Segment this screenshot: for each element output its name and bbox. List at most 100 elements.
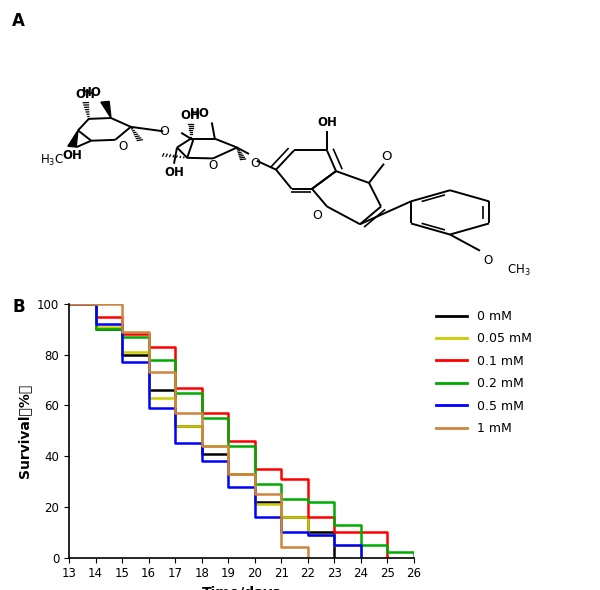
0.2 mM — [358, 542, 365, 549]
0.2 mM — [92, 326, 99, 333]
0.05 mM — [331, 542, 338, 549]
0.5 mM — [198, 440, 205, 447]
0.2 mM — [331, 498, 338, 505]
0.5 mM — [118, 320, 125, 327]
0.1 mM — [304, 476, 311, 483]
0.1 mM — [145, 331, 152, 338]
Line: 0.2 mM: 0.2 mM — [69, 304, 414, 558]
0.05 mM — [145, 394, 152, 401]
0 mM — [118, 351, 125, 358]
0.5 mM — [92, 320, 99, 327]
0.05 mM — [92, 323, 99, 330]
1 mM — [278, 544, 285, 551]
0.05 mM — [198, 442, 205, 450]
0 mM — [65, 300, 73, 307]
0.1 mM — [384, 529, 391, 536]
1 mM — [118, 300, 125, 307]
0.5 mM — [331, 542, 338, 549]
Line: 0.1 mM: 0.1 mM — [69, 304, 388, 558]
1 mM — [145, 369, 152, 376]
0.5 mM — [358, 554, 365, 561]
0.5 mM — [145, 359, 152, 366]
0.5 mM — [172, 440, 179, 447]
1 mM — [304, 554, 311, 561]
0.2 mM — [92, 300, 99, 307]
0.1 mM — [145, 343, 152, 350]
1 mM — [198, 409, 205, 417]
0 mM — [92, 300, 99, 307]
1 mM — [304, 544, 311, 551]
Text: A: A — [12, 12, 25, 30]
1 mM — [172, 369, 179, 376]
0.2 mM — [224, 414, 232, 421]
Text: OH: OH — [62, 149, 82, 162]
1 mM — [278, 491, 285, 498]
0.1 mM — [198, 384, 205, 391]
Text: O: O — [483, 254, 492, 267]
0.1 mM — [92, 300, 99, 307]
0.2 mM — [198, 389, 205, 396]
0.2 mM — [198, 414, 205, 421]
0.05 mM — [172, 422, 179, 429]
Text: OH: OH — [181, 109, 201, 122]
0 mM — [92, 326, 99, 333]
Text: B: B — [12, 298, 25, 316]
0.5 mM — [278, 529, 285, 536]
1 mM — [224, 470, 232, 477]
0.2 mM — [145, 356, 152, 363]
0 mM — [145, 386, 152, 394]
0.05 mM — [251, 501, 259, 508]
Polygon shape — [68, 130, 78, 147]
Line: 0.5 mM: 0.5 mM — [69, 304, 361, 558]
Text: OH: OH — [317, 116, 337, 129]
0.2 mM — [384, 542, 391, 549]
0.2 mM — [304, 498, 311, 505]
0.2 mM — [65, 300, 73, 307]
0.05 mM — [224, 470, 232, 477]
0 mM — [172, 422, 179, 429]
0.5 mM — [224, 483, 232, 490]
Text: H$_3$C: H$_3$C — [40, 152, 64, 168]
0.05 mM — [251, 470, 259, 477]
0 mM — [172, 386, 179, 394]
0.1 mM — [304, 513, 311, 520]
0.05 mM — [198, 422, 205, 429]
1 mM — [224, 442, 232, 450]
0 mM — [224, 470, 232, 477]
1 mM — [65, 300, 73, 307]
0 mM — [304, 529, 311, 536]
0.2 mM — [278, 480, 285, 487]
0.5 mM — [198, 458, 205, 465]
0.05 mM — [118, 323, 125, 330]
0 mM — [118, 326, 125, 333]
0.1 mM — [224, 437, 232, 444]
0.5 mM — [65, 300, 73, 307]
Line: 0.05 mM: 0.05 mM — [69, 304, 361, 558]
0.1 mM — [251, 437, 259, 444]
X-axis label: Time/days: Time/days — [202, 586, 281, 590]
1 mM — [145, 328, 152, 335]
1 mM — [172, 409, 179, 417]
0.05 mM — [278, 501, 285, 508]
0.05 mM — [92, 300, 99, 307]
0 mM — [198, 422, 205, 429]
0 mM — [198, 450, 205, 457]
0 mM — [278, 513, 285, 520]
0.2 mM — [410, 554, 418, 561]
Line: 1 mM: 1 mM — [69, 304, 308, 558]
0.5 mM — [358, 542, 365, 549]
Text: OH: OH — [164, 166, 184, 179]
Legend: 0 mM, 0.05 mM, 0.1 mM, 0.2 mM, 0.5 mM, 1 mM: 0 mM, 0.05 mM, 0.1 mM, 0.2 mM, 0.5 mM, 1… — [431, 305, 537, 440]
0.2 mM — [410, 549, 418, 556]
0.05 mM — [172, 394, 179, 401]
0.1 mM — [198, 409, 205, 417]
0 mM — [145, 351, 152, 358]
Text: O: O — [160, 124, 169, 138]
0.05 mM — [358, 554, 365, 561]
0.5 mM — [145, 404, 152, 411]
0.05 mM — [224, 442, 232, 450]
0.1 mM — [65, 300, 73, 307]
0.5 mM — [278, 513, 285, 520]
0.1 mM — [331, 529, 338, 536]
0.2 mM — [331, 521, 338, 528]
